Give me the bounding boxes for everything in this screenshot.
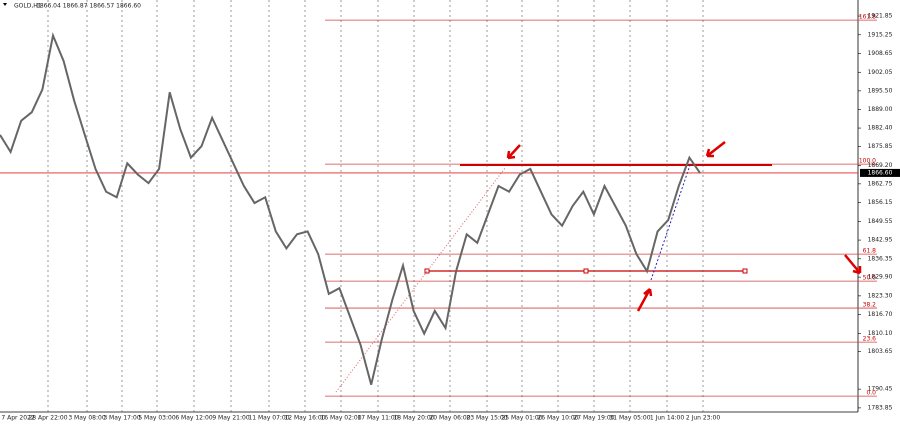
fib-label: 161.8 xyxy=(859,14,876,21)
y-tick-label: 1849.55 xyxy=(868,218,893,225)
y-tick-label: 1816.70 xyxy=(868,311,893,318)
trend-line xyxy=(650,164,691,281)
x-tick-label: 23 May 15:00 xyxy=(466,415,507,422)
y-tick-label: 1869.20 xyxy=(868,162,893,169)
y-tick-label: 1921.85 xyxy=(868,13,893,20)
price-tag-label: 1866.60 xyxy=(868,169,893,176)
menu-icon xyxy=(3,3,7,6)
y-tick-label: 1823.30 xyxy=(868,292,893,299)
handle xyxy=(583,268,589,274)
x-tick-label: 3 May 08:00 xyxy=(68,415,106,422)
fib-label: 0.0 xyxy=(866,390,876,397)
fib-label: 61.8 xyxy=(863,248,877,255)
x-tick-label: 12 May 16:00 xyxy=(284,415,325,422)
x-tick-label: 7 Apr 2022 xyxy=(1,415,34,422)
y-tick-label: 1902.05 xyxy=(868,69,893,76)
y-tick-label: 1803.65 xyxy=(868,348,893,355)
y-tick-label: 1895.50 xyxy=(868,87,893,94)
fib-label: 100.0 xyxy=(859,158,876,165)
y-tick-label: 1882.40 xyxy=(868,125,893,132)
fib-label: 50.0 xyxy=(863,275,877,282)
price-tag xyxy=(860,168,900,177)
fib-label: 23.6 xyxy=(863,336,877,343)
y-tick-label: 1790.45 xyxy=(868,386,893,393)
arrows xyxy=(506,141,862,312)
x-tick-label: 31 May 05:00 xyxy=(609,415,650,422)
x-tick-label: 26 May 10:00 xyxy=(537,415,578,422)
x-tick-label: 27 May 19:00 xyxy=(573,415,614,422)
y-tick-label: 1829.90 xyxy=(868,274,893,281)
x-tick-label: 17 May 11:00 xyxy=(357,415,398,422)
handle xyxy=(742,268,748,274)
x-tick-label: 6 May 12:00 xyxy=(175,415,213,422)
x-tick-label: 11 May 07:00 xyxy=(248,415,289,422)
handle xyxy=(424,268,430,274)
y-tick-label: 1889.00 xyxy=(868,106,893,113)
x-tick-label: 28 Apr 22:00 xyxy=(28,415,67,422)
price-line-series xyxy=(0,32,701,385)
y-tick-label: 1908.65 xyxy=(868,50,893,57)
x-tick-label: 2 Jun 23:00 xyxy=(686,415,720,422)
y-tick-label: 1836.35 xyxy=(868,255,893,262)
x-tick-label: 20 May 06:00 xyxy=(429,415,470,422)
y-tick-label: 1842.95 xyxy=(868,237,893,244)
x-tick-label: 5 May 03:00 xyxy=(138,415,176,422)
y-tick-label: 1783.85 xyxy=(868,404,893,411)
x-tick-label: 9 May 21:00 xyxy=(212,415,250,422)
x-tick-label: 18 May 20:00 xyxy=(393,415,434,422)
y-tick-label: 1875.85 xyxy=(868,143,893,150)
y-tick-label: 1862.75 xyxy=(868,180,893,187)
ohlc: 1866.04 1866.87 1866.57 1866.60 xyxy=(36,3,141,10)
y-tick-label: 1810.10 xyxy=(868,330,893,337)
fib-label: 38.2 xyxy=(863,302,877,309)
y-tick-label: 1856.15 xyxy=(868,199,893,206)
x-tick-label: 1 Jun 14:00 xyxy=(650,415,684,422)
chart-title: GOLD,H1 xyxy=(14,3,42,10)
x-tick-label: 25 May 01:00 xyxy=(501,415,542,422)
x-tick-label: 3 May 17:00 xyxy=(103,415,141,422)
y-tick-label: 1915.25 xyxy=(868,31,893,38)
x-tick-label: 16 May 02:00 xyxy=(320,415,361,422)
